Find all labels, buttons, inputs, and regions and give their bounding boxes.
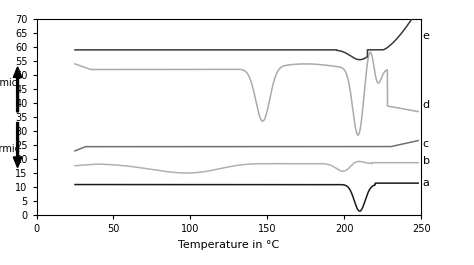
Text: d: d (423, 100, 430, 110)
Text: e: e (423, 31, 429, 41)
X-axis label: Temperature in °C: Temperature in °C (178, 240, 280, 250)
Text: a: a (423, 178, 429, 188)
Text: b: b (423, 156, 430, 166)
Text: Endothermic: Endothermic (0, 144, 20, 154)
Text: Exothermic: Exothermic (0, 78, 17, 88)
Text: c: c (423, 139, 429, 149)
